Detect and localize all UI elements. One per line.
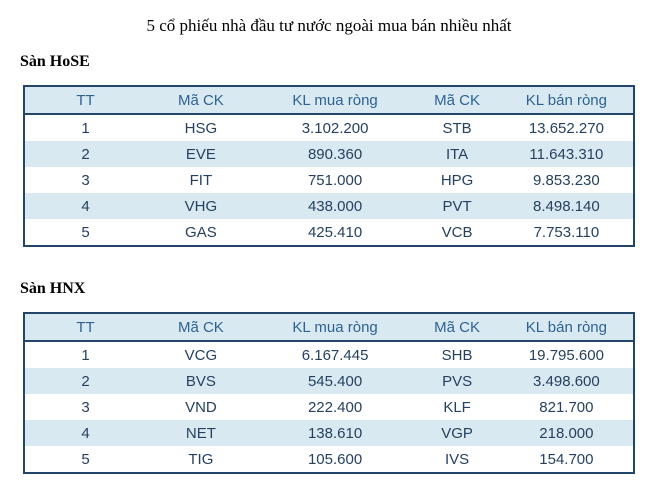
table-cell: 218.000 <box>539 424 594 442</box>
table-cell: BVS <box>185 372 216 390</box>
table-cell: 890.360 <box>307 145 363 163</box>
table-row: 3 VND 222.400 KLF 821.700 <box>24 394 634 420</box>
table-cell: 4 <box>81 197 90 215</box>
column-header: Mã CK <box>434 91 480 109</box>
page-title: 5 cổ phiếu nhà đầu tư nước ngoài mua bán… <box>146 16 512 35</box>
section-hnx: Sàn HNX TT Mã CK KL mua ròng Mã CK KL bá… <box>0 280 658 474</box>
table-row: 5 GAS 425.410 VCB 7.753.110 <box>24 219 634 246</box>
table-cell: 1 <box>81 119 90 137</box>
table-cell: 821.700 <box>539 398 594 416</box>
table-cell: 5 <box>81 450 90 468</box>
table-cell: VHG <box>184 197 218 215</box>
table-cell: 138.610 <box>307 424 363 442</box>
column-header: Mã CK <box>177 318 224 336</box>
table-row: 2 EVE 890.360 ITA 11.643.310 <box>24 141 634 167</box>
table-cell: PVT <box>442 197 472 215</box>
table-cell: 438.000 <box>307 197 363 215</box>
table-cell: KLF <box>443 398 471 416</box>
table-cell: 19.795.600 <box>528 346 604 364</box>
column-header: KL mua ròng <box>292 318 378 336</box>
table-cell: 13.652.270 <box>528 119 604 137</box>
table-row: 4 NET 138.610 VGP 218.000 <box>24 420 634 446</box>
table-cell: 222.400 <box>307 398 363 416</box>
table-cell: EVE <box>185 145 216 163</box>
table-cell: 2 <box>81 145 90 163</box>
table-cell: VCG <box>184 346 218 364</box>
column-header: Mã CK <box>177 91 224 109</box>
table-cell: 7.753.110 <box>533 223 600 241</box>
table-row: 3 FIT 751.000 HPG 9.853.230 <box>24 167 634 193</box>
table-cell: 5 <box>81 223 90 241</box>
table-cell: GAS <box>185 223 217 241</box>
table-cell: IVS <box>444 450 470 468</box>
table-cell: 3 <box>81 398 90 416</box>
table-row: 1 VCG 6.167.445 SHB 19.795.600 <box>24 341 634 368</box>
table-cell: 2 <box>81 372 90 390</box>
section-label-hnx: Sàn HNX <box>20 280 86 297</box>
table-row: 4 VHG 438.000 PVT 8.498.140 <box>24 193 634 219</box>
table-cell: 6.167.445 <box>301 346 369 364</box>
table-cell: TIG <box>188 450 214 468</box>
column-header: KL bán ròng <box>525 91 607 109</box>
table-cell: ITA <box>445 145 469 163</box>
table-cell: STB <box>442 119 472 137</box>
section-hose: Sàn HoSE TT Mã CK KL mua ròng Mã CK KL b… <box>0 53 658 247</box>
table-row: 5 TIG 105.600 IVS 154.700 <box>24 446 634 473</box>
table-cell: 425.410 <box>307 223 363 241</box>
table-cell: VGP <box>441 424 473 442</box>
table-cell: FIT <box>189 171 213 189</box>
table-header-row: TT Mã CK KL mua ròng Mã CK KL bán ròng <box>24 86 634 114</box>
table-cell: 105.600 <box>307 450 363 468</box>
table-cell: 11.643.310 <box>529 145 604 163</box>
table-cell: 154.700 <box>539 450 594 468</box>
table-row: 1 HSG 3.102.200 STB 13.652.270 <box>24 114 634 141</box>
hose-table: TT Mã CK KL mua ròng Mã CK KL bán ròng 1… <box>23 85 635 247</box>
table-cell: VND <box>185 398 217 416</box>
column-header: TT <box>76 318 95 336</box>
table-cell: HPG <box>440 171 474 189</box>
table-cell: 3 <box>81 171 90 189</box>
table-cell: 751.000 <box>307 171 363 189</box>
table-cell: 4 <box>81 424 90 442</box>
column-header: KL mua ròng <box>292 91 378 109</box>
table-cell: SHB <box>441 346 473 364</box>
table-header-row: TT Mã CK KL mua ròng Mã CK KL bán ròng <box>24 313 634 341</box>
table-cell: 3.498.600 <box>533 372 600 390</box>
table-cell: 1 <box>81 346 90 364</box>
table-cell: 9.853.230 <box>533 171 600 189</box>
table-cell: PVS <box>442 372 473 390</box>
table-cell: 545.400 <box>307 372 363 390</box>
column-header: TT <box>76 91 95 109</box>
table-cell: 8.498.140 <box>533 197 600 215</box>
table-cell: 3.102.200 <box>301 119 369 137</box>
table-cell: HSG <box>184 119 218 137</box>
hnx-table: TT Mã CK KL mua ròng Mã CK KL bán ròng 1… <box>23 312 635 474</box>
section-label-hose: Sàn HoSE <box>20 53 90 70</box>
table-row: 2 BVS 545.400 PVS 3.498.600 <box>24 368 634 394</box>
column-header: KL bán ròng <box>525 318 607 336</box>
table-cell: NET <box>185 424 216 442</box>
table-cell: VCB <box>441 223 473 241</box>
column-header: Mã CK <box>434 318 480 336</box>
